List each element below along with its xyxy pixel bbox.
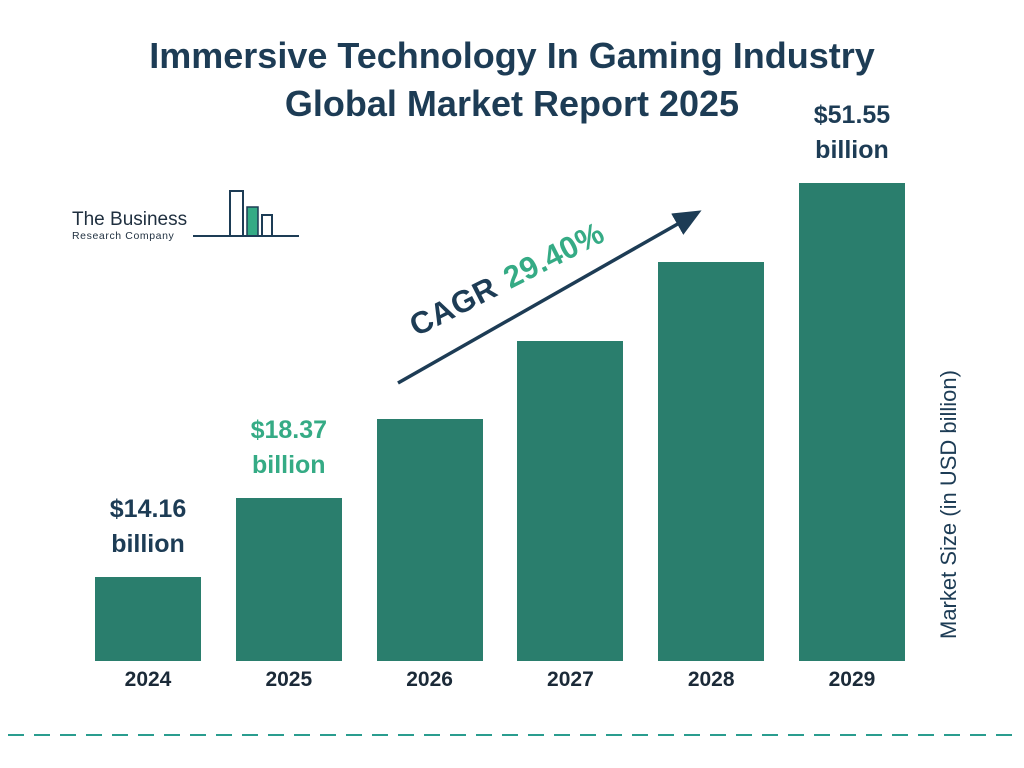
x-axis: 2024 2025 2026 2027 2028 2029 — [95, 668, 905, 692]
value-label: $18.37 billion — [251, 413, 327, 482]
bar — [658, 262, 765, 661]
company-logo-text: The Business Research Company — [72, 210, 187, 250]
value-unit: billion — [815, 135, 889, 164]
x-axis-label: 2027 — [547, 668, 594, 691]
bar — [517, 341, 624, 661]
y-axis-title: Market Size (in USD billion) — [936, 370, 961, 640]
value-unit: billion — [111, 529, 185, 558]
bar-column: $18.37 billion — [235, 413, 342, 661]
bar-column — [376, 419, 483, 661]
bar-column: $51.55 billion — [798, 98, 905, 661]
value-amount: $51.55 — [813, 101, 891, 129]
bottom-dashed-divider — [8, 734, 1016, 736]
bar-column — [658, 262, 765, 661]
bar-column — [517, 341, 624, 661]
logo-name-line-1: The Business — [72, 209, 188, 231]
bar — [376, 419, 483, 661]
title-line-2: Global Market Report 2025 — [284, 82, 740, 124]
value-label: $14.16 billion — [110, 492, 186, 561]
bars: $14.16 billion $18.37 billion $51.55 billion — [95, 98, 905, 661]
bar-column: $14.16 billion — [95, 492, 201, 661]
page-title: Immersive Technology In Gaming Industry … — [0, 32, 1024, 127]
cagr-arrow — [397, 210, 702, 385]
value-amount: $14.16 — [109, 495, 187, 523]
bar — [95, 577, 201, 661]
x-axis-label: 2024 — [124, 668, 172, 691]
value-label: $51.55 billion — [814, 98, 890, 167]
title-line-1: Immersive Technology In Gaming Industry — [149, 35, 875, 76]
value-amount: $18.37 — [250, 416, 328, 444]
bar — [798, 183, 905, 661]
x-axis-label: 2028 — [687, 668, 735, 691]
bar — [235, 498, 342, 661]
logo-bars-icon — [193, 190, 300, 237]
x-axis-label: 2029 — [828, 668, 876, 691]
x-axis-label: 2025 — [265, 668, 313, 691]
company-logo: The Business Research Company — [72, 188, 303, 250]
x-axis-label: 2026 — [406, 668, 453, 691]
logo-name-line-2: Research Company — [72, 230, 175, 242]
value-unit: billion — [251, 450, 326, 479]
